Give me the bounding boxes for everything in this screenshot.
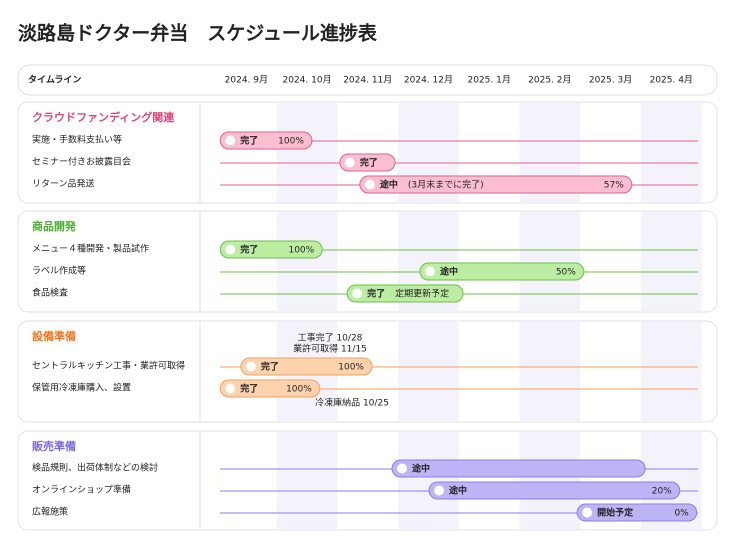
task-name: 広報施策 bbox=[32, 506, 68, 518]
task-note: 定期更新予定 bbox=[395, 288, 449, 300]
task-bar bbox=[219, 131, 313, 150]
task-status: 完了 bbox=[367, 288, 385, 300]
task-progress: 50% bbox=[556, 268, 576, 278]
x-tick-label: 2024. 10月 bbox=[283, 75, 332, 86]
task-status: 途中 bbox=[440, 266, 458, 278]
column-stripe bbox=[519, 322, 581, 421]
task-status: 完了 bbox=[240, 244, 258, 256]
group-title: 設備準備 bbox=[32, 329, 76, 343]
task-progress: 0% bbox=[674, 509, 689, 519]
task-status: 途中 bbox=[412, 463, 430, 475]
task-name: 食品検査 bbox=[32, 287, 68, 299]
group-title: 商品開発 bbox=[32, 219, 77, 233]
task-note: (3月末までに完了) bbox=[408, 179, 484, 191]
x-tick-label: 2024. 11月 bbox=[343, 75, 392, 86]
bar-knob bbox=[364, 179, 375, 190]
task-status: 途中 bbox=[449, 485, 467, 497]
task-bar bbox=[346, 284, 464, 303]
column-stripe bbox=[276, 432, 338, 529]
task-bar bbox=[419, 262, 585, 281]
bar-knob bbox=[225, 244, 236, 255]
task-bar bbox=[339, 153, 396, 172]
task-name: 実施・手数料支払い等 bbox=[32, 134, 122, 146]
task-progress: 100% bbox=[278, 137, 304, 147]
task-name: 検品規則、出荷体制などの検討 bbox=[32, 462, 158, 474]
chart-title: 淡路島ドクター弁当 スケジュール進捗表 bbox=[18, 22, 378, 45]
column-stripe bbox=[640, 212, 702, 311]
task-name: セミナー付きお披露目会 bbox=[32, 156, 131, 168]
group-title: 販売準備 bbox=[32, 439, 76, 453]
task-name: 保管用冷凍庫購入、設置 bbox=[32, 382, 131, 394]
annotation: 冷凍庫納品 10/25 bbox=[315, 397, 389, 409]
task-progress: 100% bbox=[288, 246, 314, 256]
task-bar bbox=[428, 481, 681, 500]
bar-knob bbox=[434, 485, 445, 496]
timeline-card bbox=[17, 64, 718, 96]
column-stripe bbox=[276, 212, 338, 311]
task-status: 途中 bbox=[380, 179, 398, 191]
task-progress: 57% bbox=[604, 181, 624, 191]
task-name: リターン品発送 bbox=[32, 178, 95, 190]
bar-knob bbox=[397, 463, 408, 474]
column-stripe bbox=[519, 212, 581, 311]
task-bar bbox=[359, 175, 633, 194]
task-name: ラベル作成等 bbox=[32, 265, 86, 277]
bar-knob bbox=[225, 383, 236, 394]
annotation: 業許可取得 11/15 bbox=[293, 343, 367, 355]
task-status: 完了 bbox=[240, 135, 258, 147]
task-bar bbox=[391, 459, 646, 478]
task-status: 完了 bbox=[240, 383, 258, 395]
bar-knob bbox=[344, 157, 355, 168]
column-stripe bbox=[640, 322, 702, 421]
x-tick-label: 2025. 4月 bbox=[650, 75, 693, 86]
column-stripe bbox=[398, 432, 459, 529]
task-status: 完了 bbox=[261, 361, 279, 373]
bar-knob bbox=[352, 288, 363, 299]
bar-knob bbox=[245, 361, 256, 372]
column-stripe bbox=[519, 432, 581, 529]
x-tick-label: 2025. 2月 bbox=[528, 75, 571, 86]
x-tick-label: 2024. 12月 bbox=[404, 75, 453, 86]
task-name: オンラインショップ準備 bbox=[32, 484, 131, 496]
annotation: 工事完了 10/28 bbox=[298, 332, 363, 344]
task-name: メニュー４種開発・製品試作 bbox=[32, 243, 149, 255]
x-tick-label: 2024. 9月 bbox=[225, 75, 268, 86]
timeline-label: タイムライン bbox=[28, 74, 81, 86]
task-status: 完了 bbox=[360, 157, 378, 169]
task-name: セントラルキッチン工事・業許可取得 bbox=[32, 360, 185, 372]
group-title: クラウドファンディング関連 bbox=[32, 110, 175, 124]
column-stripe bbox=[640, 103, 702, 202]
task-progress: 100% bbox=[286, 385, 312, 395]
x-tick-label: 2025. 3月 bbox=[589, 75, 632, 86]
column-stripe bbox=[398, 322, 459, 421]
task-bar bbox=[219, 379, 321, 398]
task-progress: 20% bbox=[652, 487, 672, 497]
bar-knob bbox=[225, 135, 236, 146]
column-stripe bbox=[276, 103, 338, 202]
bar-knob bbox=[582, 507, 593, 518]
task-progress: 100% bbox=[338, 363, 364, 373]
task-bar bbox=[576, 503, 698, 522]
task-bar bbox=[219, 240, 323, 259]
task-status: 開始予定 bbox=[597, 507, 634, 519]
task-bar bbox=[240, 357, 373, 376]
x-tick-label: 2025. 1月 bbox=[467, 75, 510, 86]
bar-knob bbox=[424, 266, 435, 277]
